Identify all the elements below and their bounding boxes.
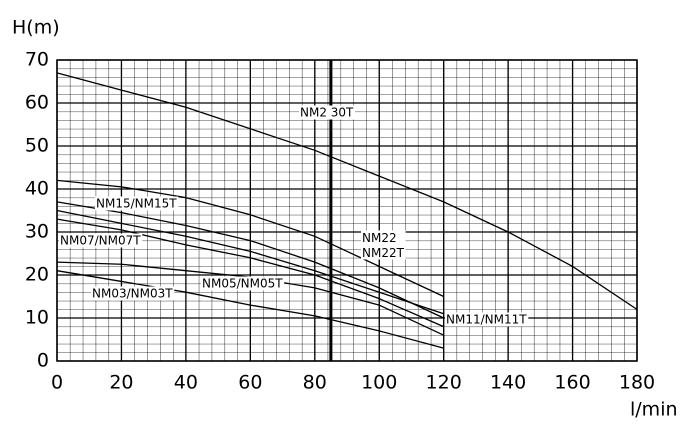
x-tick-label: 60 [238,372,262,394]
series-line [56,209,444,315]
series-label: NM07/NM07T [60,234,141,248]
y-tick-label: 60 [25,92,49,114]
series-label: NM03/NM03T [92,287,173,301]
series-label: NM05/NM05T [202,277,283,291]
x-tick-label: 0 [51,372,63,394]
series-label: NM15/NM15T [96,197,177,211]
y-tick-label: 40 [25,178,49,200]
series-line [56,218,444,328]
x-tick-label: 140 [490,372,526,394]
label-background [59,233,143,248]
x-axis-label: l/min [630,399,678,421]
y-tick-label: 30 [25,221,49,243]
x-tick-label: 160 [554,372,590,394]
series-label: NM22 NM22T [362,231,405,260]
x-tick-label: 120 [426,372,462,394]
y-axis-label: H(m) [12,17,60,39]
y-tick-label: 70 [25,49,49,71]
series-label-line: NM22T [362,246,405,260]
series-label-line: NM22 [362,231,397,245]
y-tick-label: 50 [25,135,49,157]
x-tick-label: 80 [303,372,327,394]
label-background [299,105,356,120]
series-line [56,270,444,349]
x-tick-label: 40 [174,372,198,394]
label-background [361,230,406,260]
label-background [445,312,529,327]
label-background [91,286,175,301]
y-tick-label: 0 [37,350,49,372]
x-tick-label: 180 [619,372,655,394]
y-tick-label: 10 [25,307,49,329]
plot-frame [56,59,638,362]
x-tick-label: 20 [109,372,133,394]
y-tick-label: 20 [25,264,49,286]
x-tick-label: 100 [361,372,397,394]
label-background [201,276,285,291]
series-line [56,201,444,319]
label-background [95,196,179,211]
series-line [56,72,638,310]
series-label: NM11/NM11T [446,313,527,327]
series-line [56,179,444,298]
series-label: NM2 30T [300,106,354,120]
